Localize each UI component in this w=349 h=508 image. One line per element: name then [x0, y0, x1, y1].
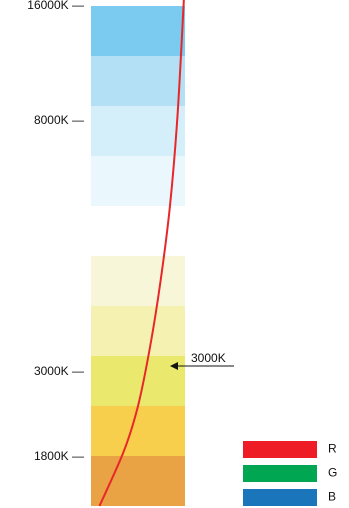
temperature-curve	[98, 0, 185, 507]
color-band-6	[91, 206, 185, 256]
legend-swatch-g	[243, 465, 317, 482]
color-band-10	[91, 6, 185, 56]
legend: RGB	[243, 441, 337, 506]
color-band-9	[91, 56, 185, 106]
tick-label: 16000K —	[27, 0, 84, 12]
curve-layer	[98, 0, 185, 507]
annotation-arrowhead	[170, 362, 178, 370]
color-band-1	[91, 456, 185, 506]
annotation: 3000K	[170, 351, 234, 370]
legend-swatch-r	[243, 441, 317, 458]
legend-label: R	[328, 442, 337, 456]
legend-label: G	[328, 466, 337, 480]
color-band-2	[91, 406, 185, 456]
color-band-3	[91, 356, 185, 406]
color-band-7	[91, 156, 185, 206]
color-band-8	[91, 106, 185, 156]
annotation-label: 3000K	[191, 351, 226, 365]
tick-labels: 16000K — 8000K — 3000K — 1800K —	[27, 0, 84, 463]
color-bands	[91, 6, 185, 506]
tick-label: 8000K —	[34, 113, 84, 127]
tick-label: 3000K —	[34, 364, 84, 378]
color-band-4	[91, 306, 185, 356]
color-band-5	[91, 256, 185, 306]
legend-swatch-b	[243, 489, 317, 506]
legend-label: B	[328, 490, 336, 504]
tick-label: 1800K —	[34, 449, 84, 463]
